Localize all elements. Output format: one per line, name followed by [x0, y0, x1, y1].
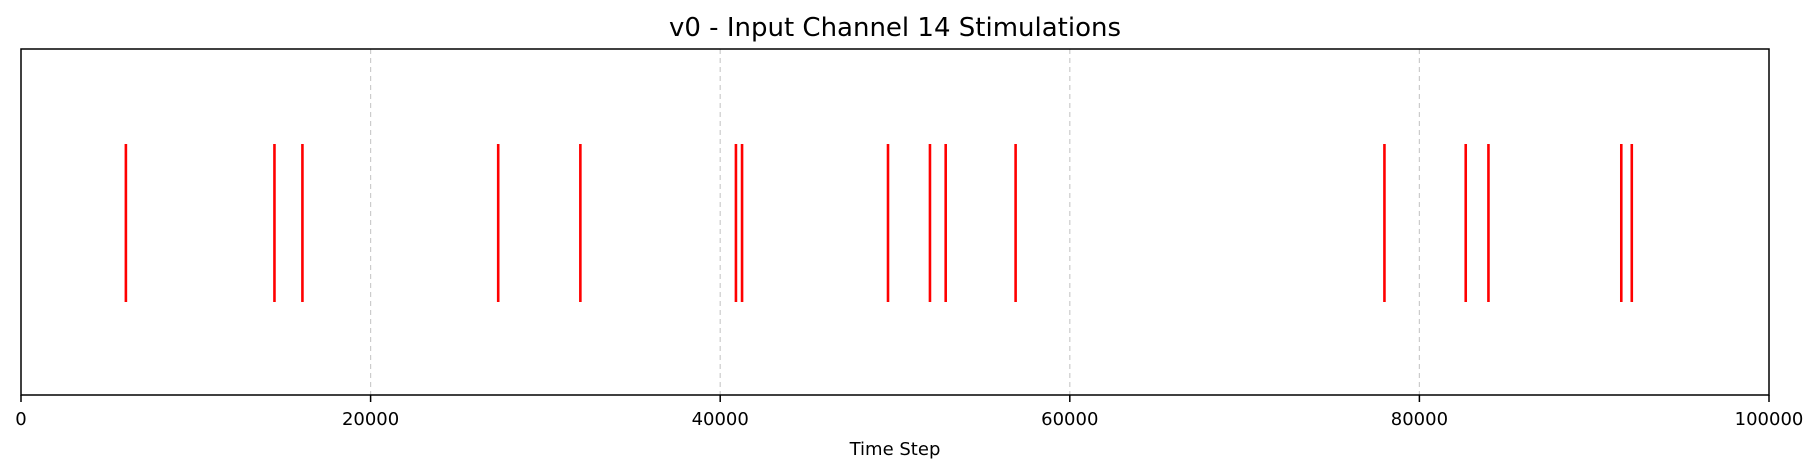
- x-tick-label: 0: [15, 409, 26, 430]
- x-axis-label: Time Step: [849, 439, 941, 460]
- grid-lines: [370, 49, 1421, 395]
- x-tick-label: 80000: [1391, 409, 1448, 430]
- x-tick-label: 20000: [342, 409, 399, 430]
- event-markers: [124, 144, 1634, 302]
- x-tick-label: 60000: [1041, 409, 1098, 430]
- x-axis-ticks: 0 20000 40000 60000 80000 100000: [15, 395, 1803, 430]
- x-tick-label: 40000: [692, 409, 749, 430]
- x-tick-label: 100000: [1735, 409, 1804, 430]
- plot-frame: [20, 48, 1770, 396]
- chart-title: v0 - Input Channel 14 Stimulations: [669, 13, 1121, 43]
